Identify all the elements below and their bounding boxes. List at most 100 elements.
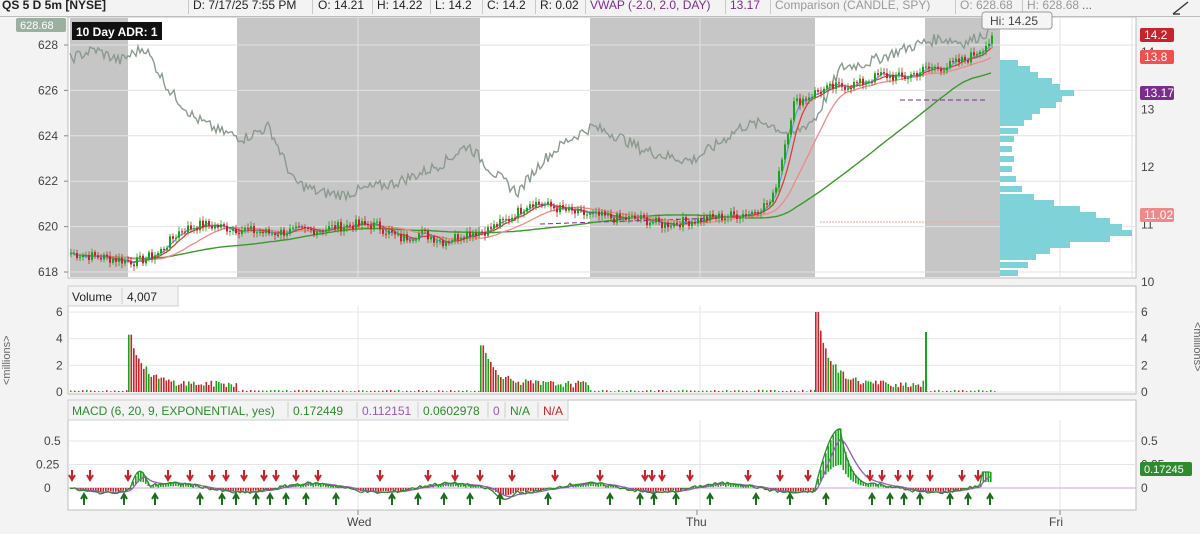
macd-signal-arrows — [68, 470, 994, 505]
candle-body — [187, 225, 189, 233]
macd-hist-bar — [385, 488, 387, 492]
candle-body — [424, 229, 426, 231]
volume-bar — [402, 391, 404, 392]
volume-bar — [754, 390, 756, 392]
candle-body — [514, 217, 516, 219]
macd-hist-bar — [765, 488, 767, 490]
volume-bar — [718, 390, 720, 392]
vwap-study-label[interactable]: VWAP (-2.0, 2.0, DAY) — [590, 0, 711, 12]
macd-hist-bar — [392, 488, 395, 491]
macd-hist-bar — [502, 488, 505, 496]
candle-body — [151, 252, 153, 260]
candle-body — [847, 88, 849, 90]
macd-hist-bar — [280, 486, 282, 488]
drawing-tool-icon[interactable] — [1170, 0, 1192, 16]
macd-hist-bar — [510, 488, 512, 495]
macd-hist-bar — [742, 485, 745, 488]
volume-bar — [266, 390, 268, 392]
price-badge — [1140, 208, 1174, 222]
candle-body — [793, 101, 795, 121]
candle-body — [379, 221, 381, 230]
candle-body — [163, 248, 165, 250]
macd-hist-bar — [112, 488, 115, 492]
volume-bar — [70, 390, 72, 392]
volume-bar — [722, 390, 724, 392]
macd-hist-bar — [437, 485, 440, 488]
profile-bar — [1000, 236, 1110, 242]
candle-body — [700, 218, 702, 223]
volume-bar — [173, 380, 175, 392]
candle-body — [106, 254, 108, 257]
macd-hist-bar — [930, 488, 932, 492]
candle-body — [322, 230, 324, 232]
macd-hist-bar — [595, 482, 597, 487]
macd-label[interactable]: MACD (6, 20, 9, EXPONENTIAL, yes) — [72, 404, 275, 418]
volume-bar — [742, 390, 744, 392]
profile-bar — [1000, 146, 1012, 152]
left-tick-label: 624 — [38, 129, 58, 143]
macd-hist-bar — [662, 488, 665, 492]
candle-body — [466, 231, 468, 239]
comparison-study-label[interactable]: Comparison (CANDLE, SPY) — [775, 0, 931, 12]
volume-bar — [228, 382, 230, 392]
vwap-value: 13.17 — [730, 0, 761, 12]
candle-body — [382, 229, 384, 234]
left-tick-label: 620 — [38, 220, 58, 234]
volume-bar — [892, 386, 895, 392]
candle-body — [340, 222, 342, 232]
candle-body — [205, 220, 207, 228]
candle-body — [112, 258, 114, 263]
buy-arrow — [388, 492, 396, 505]
volume-bar — [832, 364, 835, 392]
profile-bar — [1000, 78, 1052, 84]
volume-bar — [270, 390, 272, 392]
macd-hist-bar — [322, 483, 325, 487]
macd-hist-bar — [870, 483, 872, 487]
volume-tick-label: 6 — [56, 305, 63, 319]
macd-hist-bar — [537, 488, 540, 491]
macd-hist-bar — [532, 488, 535, 492]
symbol-label[interactable]: QS 5 D 5m [NYSE] — [2, 0, 107, 12]
volume-bar — [153, 375, 155, 392]
candle-body — [739, 217, 741, 220]
volume-bar — [138, 358, 140, 392]
macd-hist-bar — [235, 488, 237, 492]
macd-hist-bar — [675, 488, 677, 492]
macd-hist-bar — [670, 488, 672, 491]
profile-bar — [1000, 224, 1122, 230]
volume-bar — [490, 361, 492, 392]
volume-bar — [160, 377, 163, 392]
macd-hist-bar — [917, 488, 920, 491]
macd-hist-bar — [665, 488, 667, 491]
volume-bar — [118, 391, 120, 392]
volume-bar — [150, 376, 153, 392]
macd-hist-bar — [672, 488, 675, 491]
candle-body — [352, 225, 354, 230]
candle-body — [712, 214, 714, 217]
macd-hist-bar — [267, 488, 270, 490]
volume-bar — [148, 373, 150, 392]
volume-bar — [145, 366, 148, 392]
volume-bar — [163, 377, 165, 392]
volume-bar — [726, 390, 728, 392]
extended-hours-shade — [70, 18, 128, 277]
volume-bar — [492, 367, 495, 392]
candle-body — [220, 224, 222, 228]
candle-body — [391, 230, 393, 233]
candle-body — [922, 66, 924, 73]
more-dots[interactable]: ... — [1082, 0, 1093, 12]
candle-body — [190, 225, 192, 230]
volume-bar — [520, 384, 522, 392]
candle-body — [811, 97, 813, 99]
candle-body — [217, 225, 219, 228]
macd-hist-bar — [365, 488, 367, 490]
volume-bar — [958, 390, 960, 392]
macd-hist-bar — [867, 484, 870, 487]
candle-body — [613, 218, 615, 223]
macd-hist-bar — [407, 488, 410, 490]
volume-bar — [567, 381, 570, 392]
volume-bar — [758, 389, 760, 392]
profile-bar — [1000, 206, 1080, 212]
sell-arrow — [451, 470, 459, 482]
